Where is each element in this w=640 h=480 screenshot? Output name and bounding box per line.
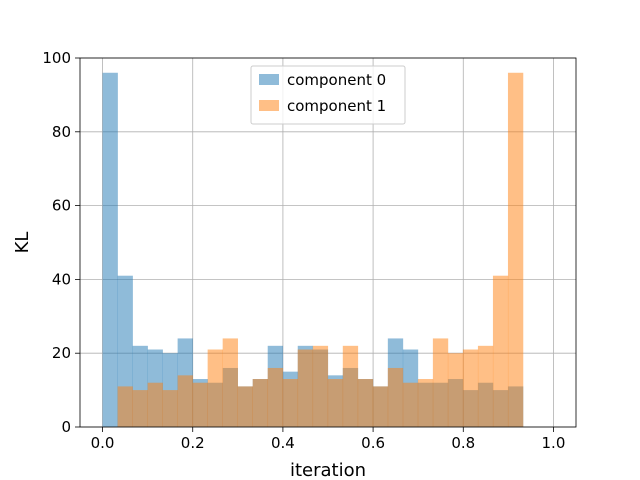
bar-component-1 bbox=[402, 382, 419, 427]
bar-component-1 bbox=[432, 338, 449, 427]
bar-component-1 bbox=[342, 345, 359, 427]
bar-component-1 bbox=[177, 375, 193, 427]
axis-ticks: 0.0 0.2 0.4 0.6 0.8 1.0 0 20 40 60 80 100 bbox=[42, 49, 565, 452]
bar-component-1 bbox=[207, 349, 223, 427]
legend-swatch-component-0 bbox=[259, 74, 279, 85]
legend-label-component-1: component 1 bbox=[287, 97, 386, 115]
bar-component-1 bbox=[162, 390, 178, 427]
bar-component-1 bbox=[132, 390, 148, 427]
legend-swatch-component-1 bbox=[259, 100, 279, 111]
x-tick-label: 0.8 bbox=[451, 434, 475, 452]
y-tick-label: 40 bbox=[52, 270, 71, 288]
y-tick-label: 80 bbox=[52, 123, 71, 141]
bar-component-1 bbox=[297, 349, 314, 427]
x-tick-label: 0.2 bbox=[181, 434, 205, 452]
x-tick-label: 0.4 bbox=[271, 434, 295, 452]
y-tick-label: 100 bbox=[42, 49, 71, 67]
bar-component-1 bbox=[507, 72, 524, 427]
bar-component-1 bbox=[417, 379, 434, 427]
bar-component-1 bbox=[252, 379, 269, 427]
bar-component-1 bbox=[192, 382, 208, 427]
x-tick-label: 0.0 bbox=[91, 434, 115, 452]
bar-component-1 bbox=[447, 353, 464, 427]
bar-component-1 bbox=[282, 379, 299, 427]
bar-component-1 bbox=[237, 386, 253, 427]
x-axis-label: iteration bbox=[290, 460, 366, 480]
y-axis-label: KL bbox=[12, 232, 33, 254]
bar-component-0 bbox=[102, 72, 118, 427]
bar-component-1 bbox=[372, 386, 389, 427]
bar-component-1 bbox=[222, 338, 238, 427]
x-tick-label: 1.0 bbox=[542, 434, 566, 452]
bar-component-1 bbox=[477, 345, 494, 427]
x-tick-label: 0.6 bbox=[361, 434, 385, 452]
bar-component-1 bbox=[462, 349, 479, 427]
legend-label-component-0: component 0 bbox=[287, 71, 386, 89]
bar-component-1 bbox=[327, 379, 344, 427]
legend: component 0 component 1 bbox=[250, 65, 406, 125]
y-tick-label: 60 bbox=[52, 197, 71, 215]
bar-component-1 bbox=[312, 345, 329, 427]
bar-component-1 bbox=[357, 379, 374, 427]
y-tick-label: 0 bbox=[61, 418, 71, 436]
plot-frame bbox=[79, 57, 577, 428]
legend-box bbox=[250, 65, 406, 125]
bars bbox=[102, 72, 524, 427]
bar-component-1 bbox=[147, 382, 163, 427]
bar-component-1 bbox=[492, 275, 509, 427]
bar-component-1 bbox=[387, 367, 404, 427]
y-tick-label: 20 bbox=[52, 344, 71, 362]
bar-component-1 bbox=[267, 367, 284, 427]
bar-component-1 bbox=[117, 386, 133, 427]
